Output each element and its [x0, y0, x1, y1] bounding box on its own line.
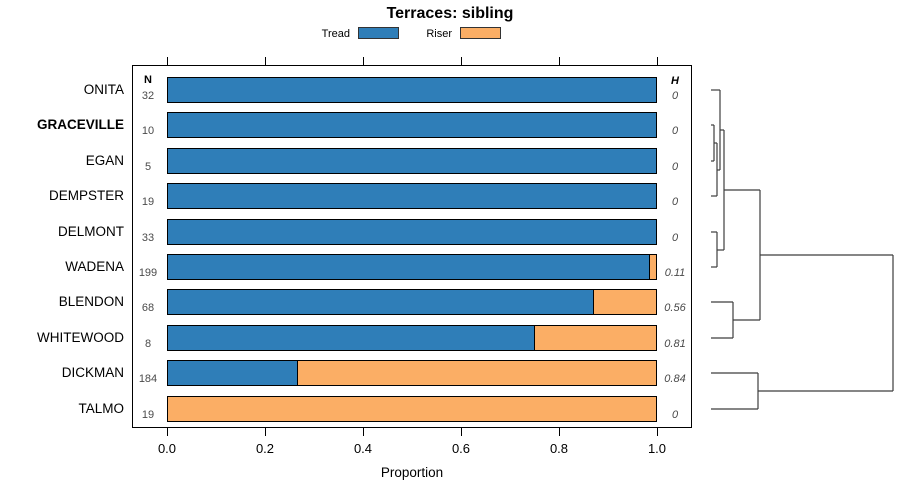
stacked-bar	[167, 395, 657, 422]
stacked-bar	[167, 360, 657, 387]
h-value: 0	[671, 160, 679, 173]
n-value: 19	[141, 196, 155, 209]
category-label: BLENDON	[58, 294, 124, 310]
x-tick-label: 0.4	[353, 441, 373, 456]
n-column-header: N	[144, 74, 152, 86]
category-label: WADENA	[65, 259, 124, 274]
h-value: 0	[671, 231, 679, 244]
category-label: DELMONT	[57, 223, 124, 239]
stacked-bar	[167, 112, 657, 139]
h-value: 0	[671, 408, 679, 421]
n-value: 5	[144, 160, 152, 173]
x-axis-title: Proportion	[380, 465, 444, 480]
bottom-tick	[265, 428, 266, 436]
h-value: 0.81	[664, 337, 686, 350]
legend-swatch-tread	[358, 27, 399, 39]
h-value: 0	[671, 196, 679, 209]
bottom-tick	[657, 428, 658, 436]
h-value: 0.56	[664, 302, 686, 315]
n-value: 68	[141, 302, 155, 315]
bottom-tick	[559, 428, 560, 436]
x-tick-label: 0.2	[255, 441, 275, 456]
tread-segment	[168, 113, 656, 138]
bottom-tick	[363, 428, 364, 436]
riser-segment	[168, 396, 656, 421]
h-value: 0.84	[664, 373, 686, 386]
tread-segment	[168, 184, 656, 209]
category-label: ONITA	[83, 82, 124, 97]
n-value: 10	[141, 125, 155, 138]
plot-area-box	[132, 65, 692, 428]
n-value: 8	[144, 337, 152, 350]
riser-segment	[648, 255, 656, 279]
top-tick	[559, 57, 560, 65]
stacked-bar	[167, 324, 657, 351]
chart-title: Terraces: sibling	[386, 5, 514, 22]
tread-segment	[168, 78, 656, 102]
top-tick	[167, 57, 168, 65]
tread-segment	[168, 219, 656, 244]
stacked-bar	[167, 147, 657, 174]
top-tick	[461, 57, 462, 65]
stacked-bar	[167, 183, 657, 210]
n-value: 19	[141, 408, 155, 421]
riser-segment	[592, 290, 656, 315]
x-tick-label: 0.8	[549, 441, 569, 456]
h-value: 0	[671, 125, 679, 138]
n-value: 33	[141, 231, 155, 244]
x-tick-label: 1.0	[647, 441, 667, 456]
tread-segment	[168, 325, 534, 350]
bottom-tick	[167, 428, 168, 436]
n-value: 32	[141, 90, 155, 102]
category-label: GRACEVILLE	[36, 117, 124, 133]
n-value: 199	[138, 267, 158, 279]
h-value: 0	[671, 90, 679, 102]
stacked-bar	[167, 218, 657, 245]
legend-label-riser: Riser	[426, 28, 452, 40]
h-value: 0.11	[664, 267, 686, 279]
top-tick	[657, 57, 658, 65]
h-column-header: H	[671, 75, 679, 87]
riser-segment	[297, 361, 656, 386]
stacked-bar	[167, 289, 657, 316]
stacked-bar	[167, 254, 657, 280]
x-tick-label: 0.0	[157, 441, 177, 456]
legend-swatch-riser	[460, 27, 501, 39]
top-tick	[265, 57, 266, 65]
category-label: WHITEWOOD	[37, 329, 124, 345]
riser-segment	[534, 325, 656, 350]
stacked-bar	[167, 77, 657, 103]
category-label: TALMO	[78, 400, 124, 416]
n-value: 184	[138, 373, 158, 386]
x-tick-label: 0.6	[451, 441, 471, 456]
category-label: EGAN	[85, 152, 124, 168]
category-label: DEMPSTER	[48, 188, 124, 204]
top-tick	[363, 57, 364, 65]
bottom-tick	[461, 428, 462, 436]
tread-segment	[168, 148, 656, 173]
category-label: DICKMAN	[61, 365, 124, 381]
tread-segment	[168, 361, 298, 386]
tread-segment	[168, 255, 649, 279]
legend-label-tread: Tread	[321, 28, 350, 40]
tread-segment	[168, 290, 593, 315]
